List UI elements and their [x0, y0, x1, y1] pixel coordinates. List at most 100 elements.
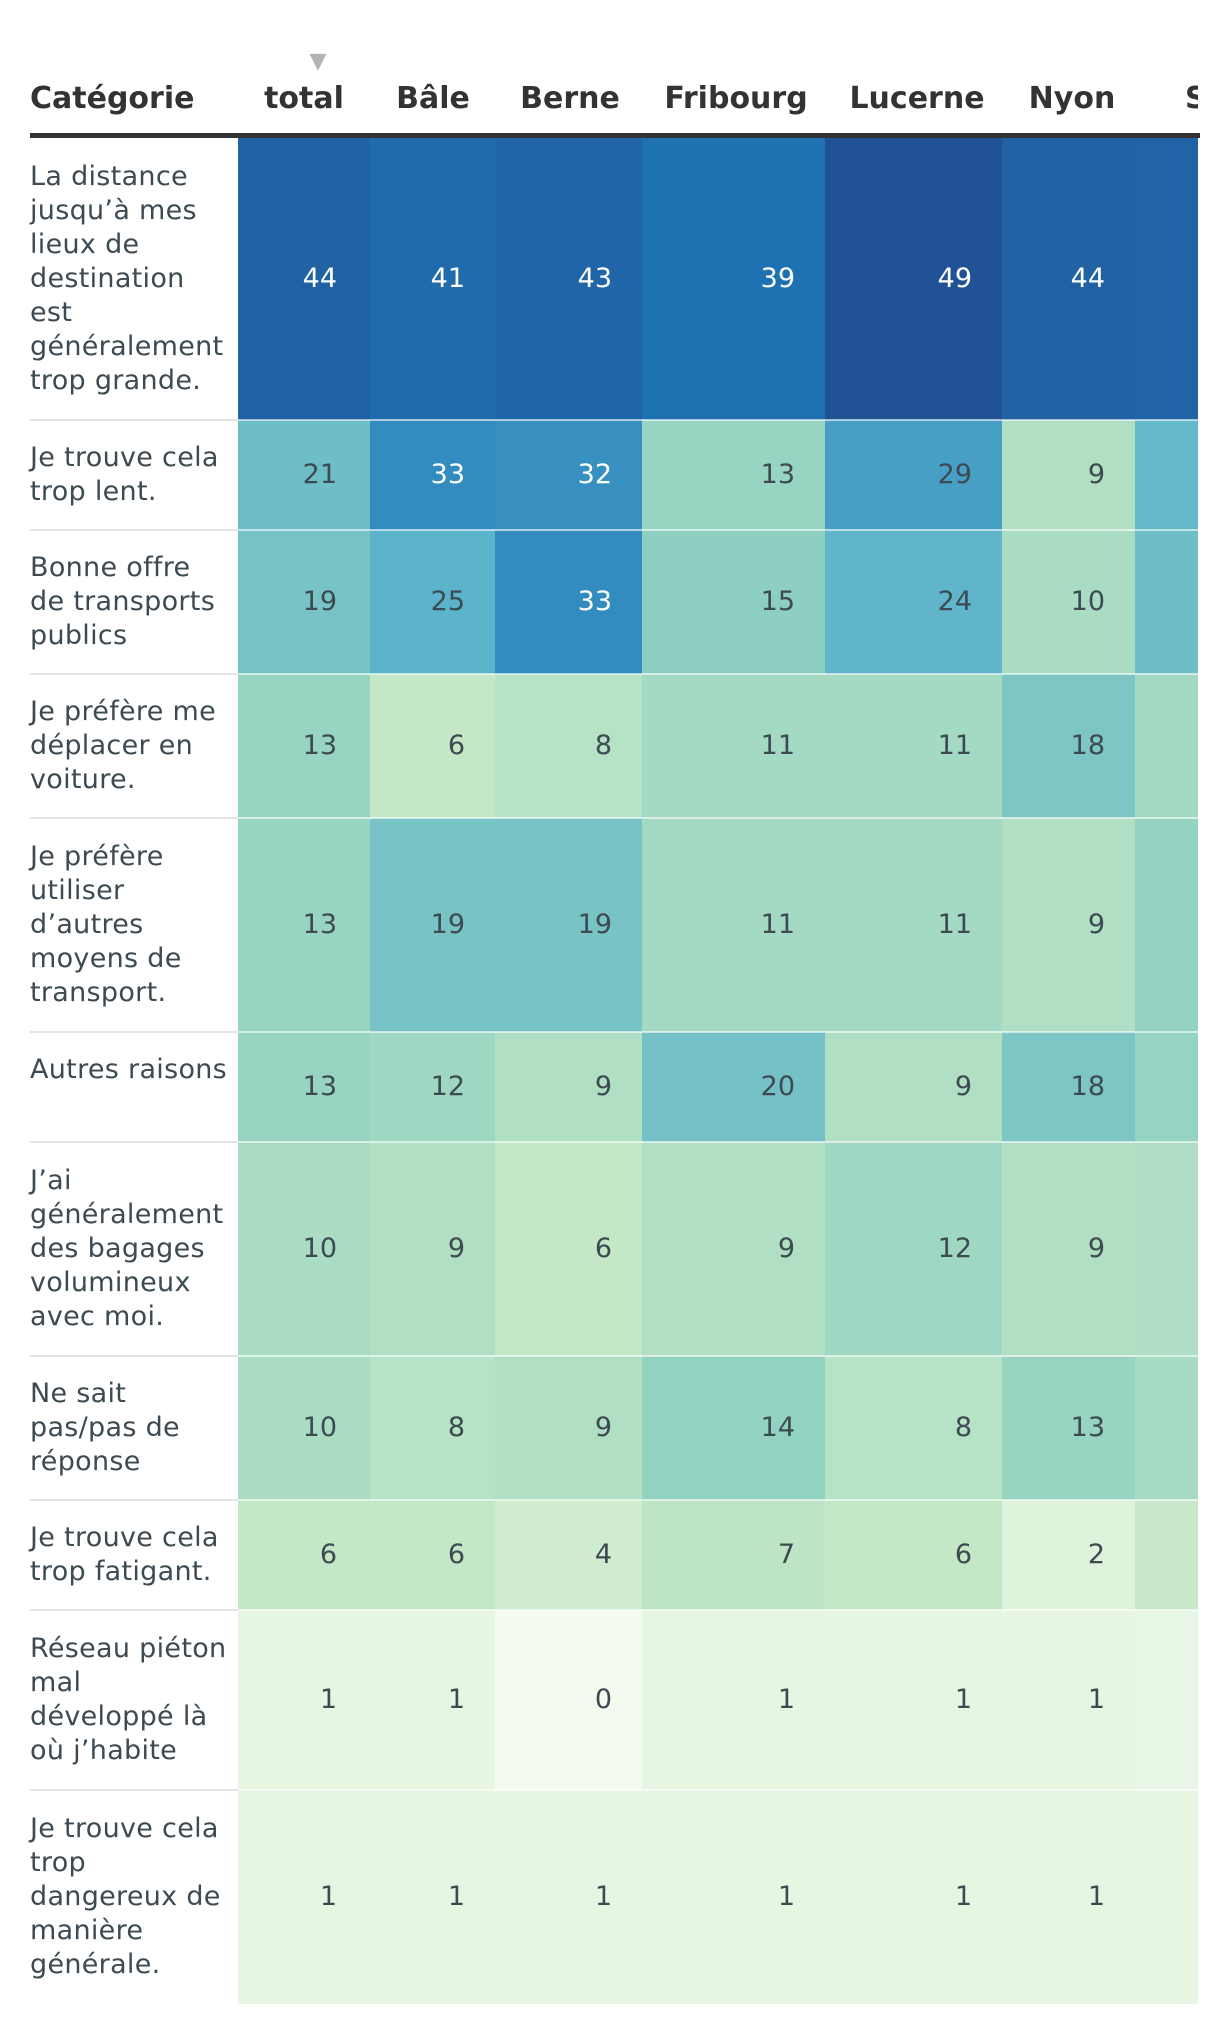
cell-value-r6-c5: 9 [1087, 1233, 1105, 1264]
column-header-category[interactable]: Catégorie [30, 80, 195, 116]
cell-r2-c3 [642, 530, 825, 674]
column-header-4[interactable]: Lucerne [849, 80, 985, 116]
cell-value-r8-c4: 6 [954, 1539, 972, 1570]
cell-value-r1-c0: 21 [302, 459, 337, 490]
row-label-10: Je trouve cela trop dangereux de manière… [30, 1813, 221, 1980]
cell-r6-c5 [1002, 1142, 1135, 1356]
label-separator-4 [30, 1031, 238, 1033]
cell-value-r3-c5: 18 [1070, 730, 1105, 761]
row-separator-5 [30, 1031, 1198, 1033]
cell-value-r8-c3: 7 [777, 1539, 795, 1570]
cell-value-r9-c2: 0 [594, 1684, 612, 1715]
column-header-2[interactable]: Berne [520, 80, 620, 116]
cell-r0-c4 [825, 138, 1002, 420]
cell-r0-c5 [1002, 138, 1135, 420]
cell-value-r10-c1: 1 [447, 1881, 465, 1912]
cell-r5-c5 [1002, 1032, 1135, 1142]
cell-value-r6-c1: 9 [447, 1233, 465, 1264]
row-separator-7 [30, 1355, 1198, 1357]
row-label-8: Je trouve cela trop fatigant. [30, 1522, 219, 1587]
cell-r0-c6-clipped [1135, 138, 1198, 420]
column-header-0[interactable]: total [264, 80, 344, 116]
cell-r1-c5 [1002, 420, 1135, 530]
cell-value-r6-c4: 12 [937, 1233, 972, 1264]
cell-value-r7-c0: 10 [302, 1412, 337, 1443]
column-header-5[interactable]: Nyon [1028, 80, 1116, 116]
cell-value-r4-c1: 19 [430, 909, 465, 940]
row-label-2: Bonne offre de transports publics [30, 552, 216, 651]
cell-value-r7-c4: 8 [954, 1412, 972, 1443]
cell-r5-c4 [825, 1032, 1002, 1142]
cell-value-r5-c2: 9 [594, 1071, 612, 1102]
cell-r1-c3 [642, 420, 825, 530]
cell-value-r2-c2: 33 [577, 586, 612, 617]
cell-value-r6-c2: 6 [594, 1233, 612, 1264]
cell-value-r1-c5: 9 [1087, 459, 1105, 490]
cell-r6-c0 [238, 1142, 370, 1356]
cell-r8-c5 [1002, 1500, 1135, 1610]
cell-value-r7-c1: 8 [447, 1412, 465, 1443]
cell-r9-c2 [495, 1610, 642, 1790]
cell-r0-c2 [495, 138, 642, 420]
cell-value-r8-c5: 2 [1087, 1539, 1105, 1570]
row-separator-10 [30, 1789, 1198, 1791]
cell-value-r5-c1: 12 [430, 1071, 465, 1102]
column-header-6[interactable]: So [1185, 80, 1198, 116]
row-separator-8 [30, 1499, 1198, 1501]
cell-value-r5-c0: 13 [302, 1071, 337, 1102]
cell-r0-c1 [370, 138, 495, 420]
cell-r2-c2 [495, 530, 642, 674]
cell-value-r6-c0: 10 [302, 1233, 337, 1264]
cell-value-r9-c3: 1 [777, 1684, 795, 1715]
cell-r4-c1 [370, 818, 495, 1032]
sort-descending-icon[interactable]: ▼ [309, 49, 327, 74]
cell-r2-c4 [825, 530, 1002, 674]
cell-r9-c6-clipped [1135, 1610, 1198, 1790]
cell-r7-c0 [238, 1356, 370, 1500]
cell-value-r10-c5: 1 [1087, 1881, 1105, 1912]
label-separator-6 [30, 1355, 238, 1357]
label-separator-0 [30, 419, 238, 421]
cell-value-r7-c5: 13 [1070, 1412, 1105, 1443]
cell-value-r0-c4: 49 [937, 263, 972, 294]
cell-value-r0-c0: 44 [302, 263, 337, 294]
cell-value-r2-c1: 25 [430, 586, 465, 617]
row-label-0: La distance jusqu’à mes lieux de destina… [30, 161, 224, 396]
cell-value-r7-c3: 14 [760, 1412, 795, 1443]
cell-r1-c0 [238, 420, 370, 530]
cell-value-r1-c2: 32 [577, 459, 612, 490]
cell-r10-c5 [1002, 1790, 1135, 2004]
cell-value-r3-c4: 11 [937, 730, 972, 761]
cell-r5-c6-clipped [1135, 1032, 1198, 1142]
cell-value-r9-c1: 1 [447, 1684, 465, 1715]
label-separator-3 [30, 817, 238, 819]
cell-r3-c0 [238, 674, 370, 818]
column-header-3[interactable]: Fribourg [664, 80, 808, 116]
cell-value-r4-c2: 19 [577, 909, 612, 940]
cell-r4-c3 [642, 818, 825, 1032]
cell-r10-c6-clipped [1135, 1790, 1198, 2004]
row-label-4: Je préfère utiliser d’autres moyens de t… [30, 841, 182, 1008]
cell-r2-c0 [238, 530, 370, 674]
cell-value-r1-c3: 13 [760, 459, 795, 490]
cell-r7-c2 [495, 1356, 642, 1500]
cell-r6-c6-clipped [1135, 1142, 1198, 1356]
column-header-1[interactable]: Bâle [396, 80, 470, 116]
cell-r3-c4 [825, 674, 1002, 818]
row-separator-3 [30, 673, 1198, 675]
cell-value-r0-c1: 41 [430, 263, 465, 294]
cell-value-r3-c2: 8 [594, 730, 612, 761]
label-separator-2 [30, 673, 238, 675]
cell-value-r10-c3: 1 [777, 1881, 795, 1912]
cell-r2-c5 [1002, 530, 1135, 674]
cell-value-r10-c2: 1 [594, 1881, 612, 1912]
cell-r8-c4 [825, 1500, 1002, 1610]
cell-r10-c2 [495, 1790, 642, 2004]
row-label-6: J’ai généralement des bagages volumineux… [30, 1165, 224, 1332]
cell-r6-c1 [370, 1142, 495, 1356]
row-label-1: Je trouve cela trop lent. [30, 442, 219, 507]
cell-r1-c6-clipped [1135, 420, 1198, 530]
cell-value-r8-c1: 6 [447, 1539, 465, 1570]
cell-r2-c6-clipped [1135, 530, 1198, 674]
